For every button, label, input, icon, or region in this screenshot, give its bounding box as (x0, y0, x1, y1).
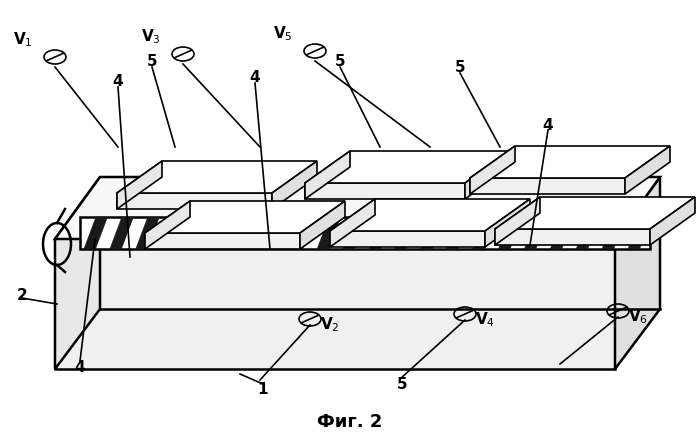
Polygon shape (343, 217, 367, 250)
Polygon shape (265, 217, 289, 250)
Polygon shape (615, 178, 660, 369)
Text: V$_4$: V$_4$ (475, 310, 495, 329)
Polygon shape (110, 217, 134, 250)
Polygon shape (145, 201, 190, 250)
Text: 5: 5 (454, 60, 466, 76)
Polygon shape (161, 217, 185, 250)
Polygon shape (495, 230, 650, 246)
Polygon shape (291, 217, 315, 250)
Text: V$_1$: V$_1$ (13, 30, 33, 49)
Polygon shape (470, 147, 515, 194)
Polygon shape (145, 201, 345, 233)
Text: 4: 4 (250, 70, 260, 85)
Text: 5: 5 (335, 54, 345, 69)
Polygon shape (272, 161, 317, 210)
Polygon shape (576, 217, 600, 250)
Text: 4: 4 (113, 74, 123, 89)
Text: Фиг. 2: Фиг. 2 (317, 412, 382, 430)
Text: V$_6$: V$_6$ (628, 307, 648, 326)
Polygon shape (305, 184, 465, 200)
Polygon shape (625, 147, 670, 194)
Polygon shape (84, 217, 108, 250)
Text: 5: 5 (147, 54, 157, 69)
Polygon shape (495, 197, 695, 230)
Polygon shape (117, 161, 317, 194)
Polygon shape (136, 217, 159, 250)
Polygon shape (485, 200, 530, 247)
Text: 2: 2 (17, 287, 27, 302)
Polygon shape (117, 194, 272, 210)
Polygon shape (305, 151, 350, 200)
Polygon shape (317, 217, 340, 250)
Polygon shape (330, 200, 530, 231)
Text: 1: 1 (258, 381, 268, 397)
Polygon shape (470, 147, 670, 178)
Polygon shape (187, 217, 211, 250)
Polygon shape (602, 217, 626, 250)
Polygon shape (550, 217, 574, 250)
Polygon shape (628, 217, 651, 250)
Polygon shape (421, 217, 445, 250)
Polygon shape (55, 178, 660, 240)
Polygon shape (145, 233, 300, 250)
Text: 4: 4 (75, 360, 85, 375)
Polygon shape (473, 217, 496, 250)
Text: V$_2$: V$_2$ (320, 315, 340, 334)
Polygon shape (300, 201, 345, 250)
Polygon shape (80, 217, 650, 250)
Polygon shape (650, 197, 695, 246)
Polygon shape (55, 178, 100, 369)
Polygon shape (465, 151, 510, 200)
Polygon shape (213, 217, 237, 250)
Polygon shape (239, 217, 263, 250)
Polygon shape (55, 240, 615, 369)
Text: 5: 5 (397, 377, 408, 391)
Polygon shape (330, 200, 375, 247)
Text: V$_5$: V$_5$ (273, 25, 293, 43)
Polygon shape (447, 217, 470, 250)
Polygon shape (470, 178, 625, 194)
Polygon shape (395, 217, 419, 250)
Text: V$_3$: V$_3$ (141, 28, 161, 46)
Polygon shape (305, 151, 510, 184)
Polygon shape (495, 197, 540, 246)
Text: 4: 4 (542, 117, 554, 132)
Polygon shape (117, 161, 162, 210)
Polygon shape (330, 231, 485, 247)
Polygon shape (524, 217, 548, 250)
Polygon shape (369, 217, 393, 250)
Polygon shape (498, 217, 522, 250)
